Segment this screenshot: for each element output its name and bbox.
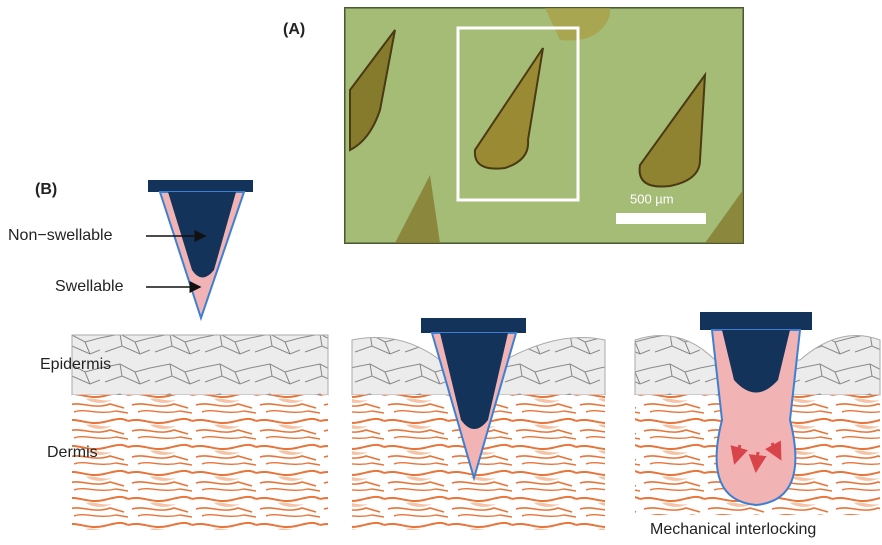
skin-swollen (635, 312, 880, 515)
scale-bar-label: 500 µm (630, 191, 674, 206)
figure: (A) 500 µm (B) Non−swellable Swellable E… (0, 0, 882, 545)
needle-schematic (148, 180, 253, 318)
skin-inserted (352, 318, 605, 530)
needle-label: Swellable (55, 278, 124, 295)
layer-label: Epidermis (40, 356, 111, 373)
panel-label: (A) (283, 21, 305, 38)
page: (A) 500 µm (B) Non−swellable Swellable E… (0, 0, 882, 545)
needle-label: Non−swellable (8, 227, 113, 244)
layer-label: Dermis (47, 444, 98, 461)
caption: Mechanical interlocking (650, 521, 816, 538)
panel-label: (B) (35, 181, 57, 198)
micrograph (345, 8, 743, 243)
